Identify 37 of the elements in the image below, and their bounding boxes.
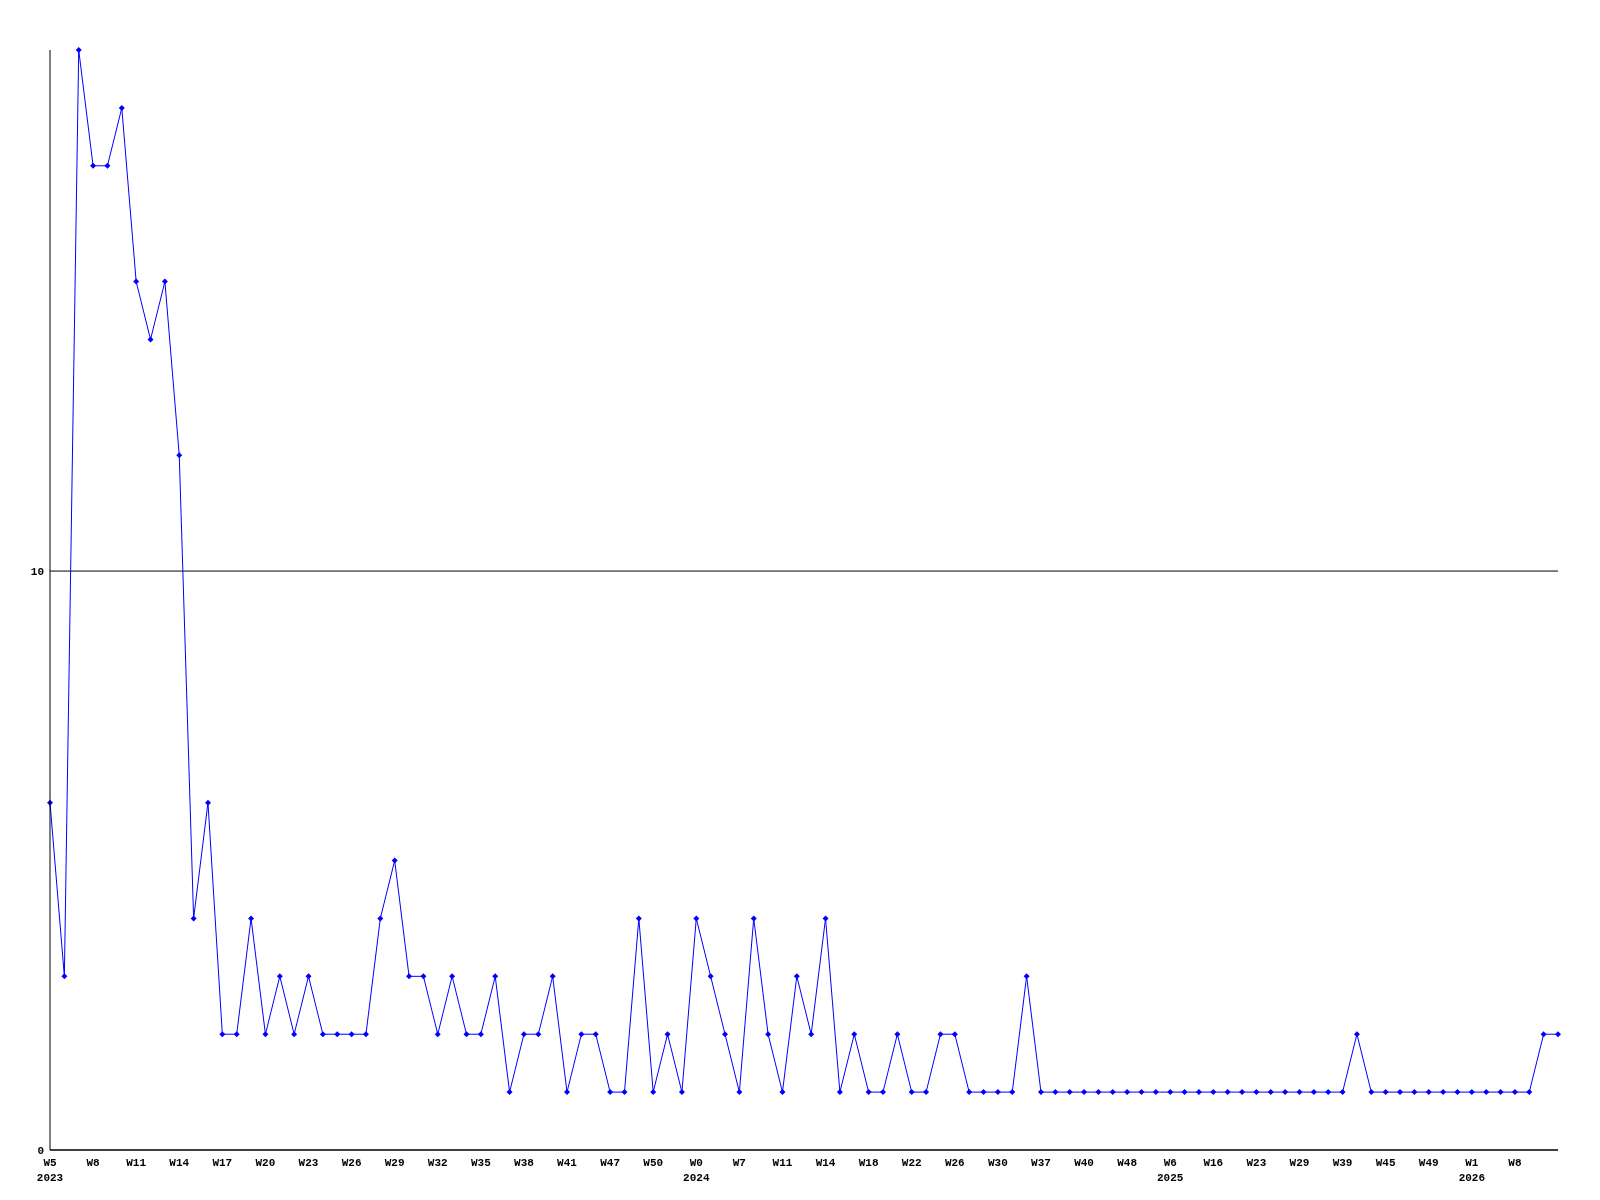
x-tick-label: W8 [86, 1157, 101, 1169]
x-tick-label: W7 [732, 1157, 746, 1169]
x-tick-label: W14 [169, 1157, 190, 1169]
x-tick-label: W23 [1246, 1157, 1267, 1169]
x-tick-label: W5 2023 [36, 1157, 64, 1184]
x-tick-label: W17 [212, 1157, 233, 1169]
x-tick-label: W32 [427, 1157, 448, 1169]
x-tick-label: W6 2025 [1157, 1157, 1184, 1184]
x-tick-label: W26 [944, 1157, 965, 1169]
x-tick-label: W14 [815, 1157, 836, 1169]
x-tick-label: W11 [126, 1157, 147, 1169]
x-tick-label: W50 [643, 1157, 664, 1169]
x-tick-label: W18 [858, 1157, 879, 1169]
x-tick-label: W1 2026 [1458, 1157, 1486, 1184]
x-tick-label: W11 [772, 1157, 793, 1169]
x-tick-label: W37 [1031, 1157, 1051, 1169]
x-tick-label: W30 [987, 1157, 1008, 1169]
x-tick-label: W0 2024 [683, 1157, 710, 1184]
x-tick-label: W41 [557, 1157, 578, 1169]
x-tick-label: W48 [1117, 1157, 1138, 1169]
x-tick-label: W39 [1332, 1157, 1353, 1169]
x-tick-label: W47 [600, 1157, 621, 1169]
y-tick-label: 10 [30, 565, 44, 578]
x-tick-label: W35 [470, 1157, 492, 1169]
x-tick-label: W16 [1203, 1157, 1224, 1169]
x-tick-label: W8 [1508, 1157, 1522, 1169]
y-tick-label: 0 [37, 1144, 44, 1157]
x-tick-label: W49 [1418, 1157, 1439, 1169]
x-tick-label: W40 [1074, 1157, 1094, 1169]
x-tick-label: W45 [1375, 1157, 1396, 1169]
x-tick-label: W23 [298, 1157, 319, 1169]
x-tick-label: W38 [514, 1157, 535, 1169]
x-tick-label: W29 [384, 1157, 405, 1169]
x-tick-label: W22 [901, 1157, 922, 1169]
x-tick-label: W26 [341, 1157, 362, 1169]
x-tick-label: W20 [255, 1157, 276, 1169]
x-tick-label: W29 [1289, 1157, 1310, 1169]
